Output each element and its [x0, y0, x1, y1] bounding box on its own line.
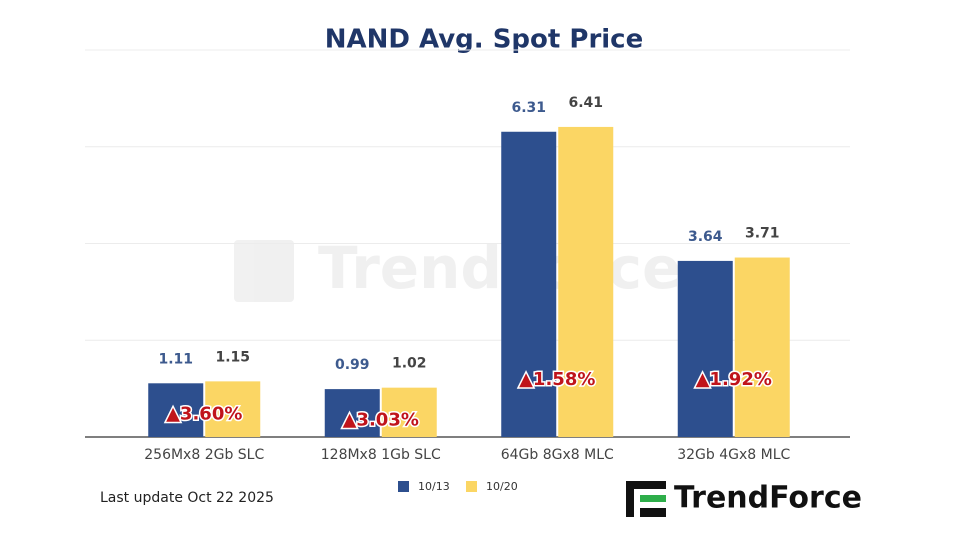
watermark-text: TrendForce: [318, 234, 681, 302]
bar: [324, 389, 380, 437]
bar: [558, 126, 614, 437]
value-label: 1.02: [392, 356, 427, 372]
legend-swatch: [466, 481, 477, 492]
logo-icon: [626, 481, 634, 517]
value-label: 0.99: [335, 357, 370, 373]
logo: TrendForce: [626, 481, 862, 517]
x-tick-label: 64Gb 8Gx8 MLC: [501, 447, 614, 463]
logo-icon: [626, 481, 666, 489]
value-label: 6.41: [568, 95, 603, 111]
change-label: ▲1.58%: [519, 369, 595, 390]
bar: [501, 131, 557, 437]
bar: [734, 257, 790, 437]
change-label: ▲3.60%: [166, 403, 242, 424]
logo-icon: [640, 495, 666, 502]
bar: [148, 383, 204, 437]
value-label: 1.11: [158, 351, 193, 367]
value-label: 1.15: [215, 349, 250, 365]
legend-label: 10/13: [418, 480, 450, 493]
change-label: ▲3.03%: [343, 410, 419, 431]
legend-label: 10/20: [486, 480, 518, 493]
bar: [381, 387, 437, 437]
logo-text: TrendForce: [674, 481, 862, 516]
x-tick-label: 256Mx8 2Gb SLC: [144, 447, 264, 463]
x-tick-label: 32Gb 4Gx8 MLC: [677, 447, 790, 463]
legend-swatch: [398, 481, 409, 492]
bar: [205, 381, 261, 437]
footnote: Last update Oct 22 2025: [100, 490, 274, 506]
watermark: TrendForce: [234, 234, 681, 302]
change-label: ▲1.92%: [696, 369, 772, 390]
bar: [677, 260, 733, 437]
logo-icon: [640, 508, 666, 517]
x-tick-label: 128Mx8 1Gb SLC: [321, 447, 441, 463]
value-label: 3.64: [688, 229, 723, 245]
watermark-icon: [234, 240, 294, 302]
value-label: 3.71: [745, 226, 780, 242]
value-label: 6.31: [511, 100, 546, 116]
